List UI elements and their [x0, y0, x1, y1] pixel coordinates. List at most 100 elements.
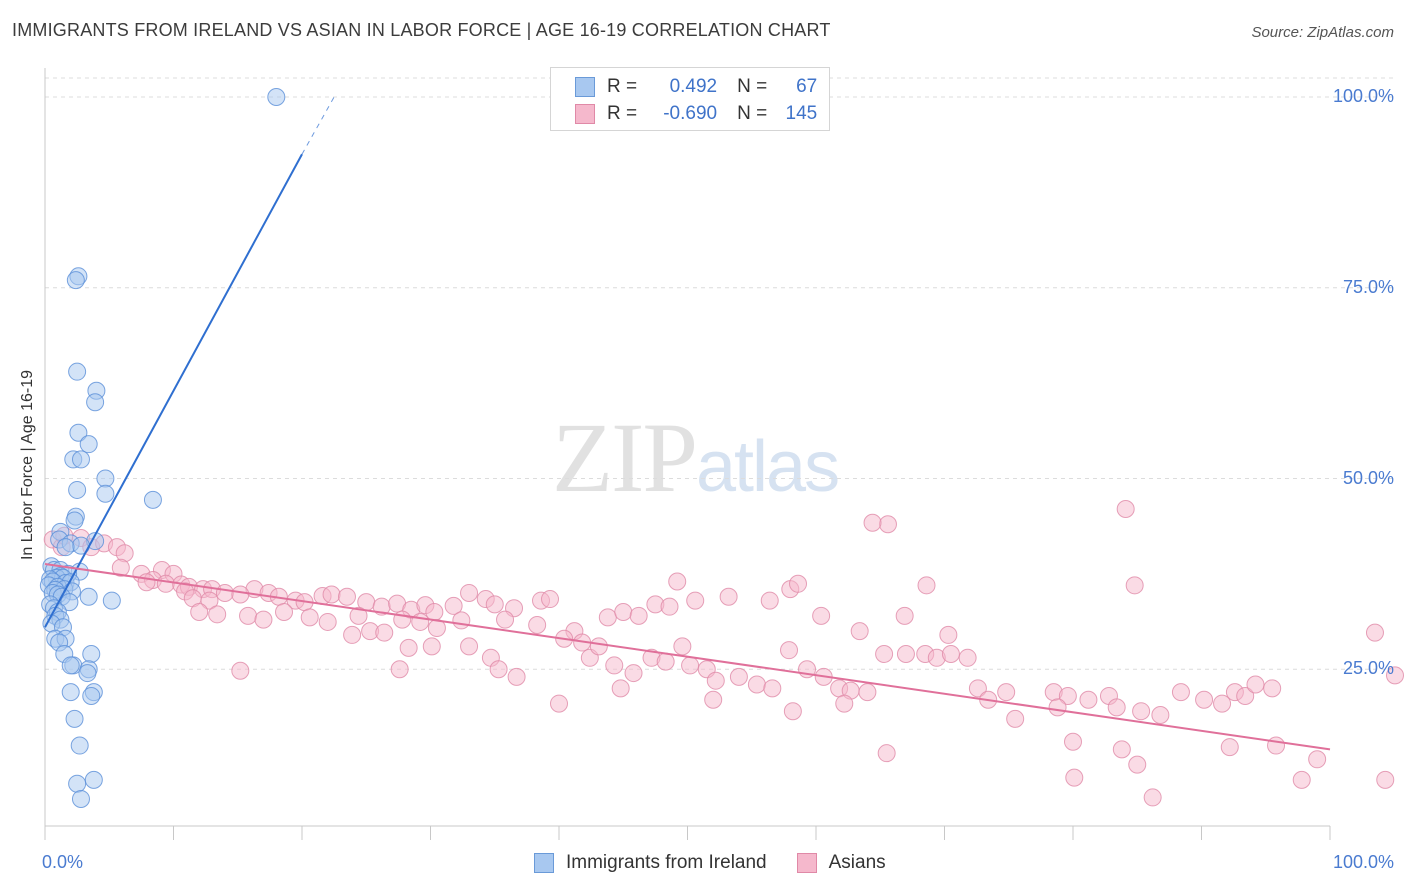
asians-point — [812, 606, 831, 625]
watermark: ZIPatlas — [552, 400, 840, 515]
series-legend: Immigrants from Ireland Asians — [534, 852, 886, 874]
asians-point — [673, 637, 692, 656]
ireland-point — [60, 593, 79, 612]
asians-point — [1065, 768, 1084, 787]
asians-point — [763, 679, 782, 698]
asians-point — [875, 644, 894, 663]
x-tick-label-max: 100.0% — [1332, 852, 1394, 872]
asians-point — [681, 656, 700, 675]
asians-point — [1292, 770, 1311, 789]
asians-point — [541, 590, 560, 609]
y-tick-label: 100.0% — [1332, 86, 1394, 106]
asians-point — [1058, 686, 1077, 705]
asians-point — [1171, 683, 1190, 702]
ireland-point — [69, 423, 88, 442]
asians-point — [1236, 686, 1255, 705]
legend-swatch-ireland — [575, 77, 595, 97]
asians-point — [789, 574, 808, 593]
asians-point — [1213, 694, 1232, 713]
legend-r-value: 0.492 — [669, 76, 718, 97]
asians-point — [895, 606, 914, 625]
asians-point — [460, 583, 479, 602]
legend-swatch-asians — [796, 853, 817, 873]
asians-point — [656, 652, 675, 671]
asians-point — [349, 606, 368, 625]
legend-r-label: R = — [607, 103, 638, 124]
y-axis-label: In Labor Force | Age 16-19 — [19, 369, 36, 561]
asians-point — [190, 603, 209, 622]
legend-n-value: 67 — [796, 76, 818, 97]
asians-point — [939, 625, 958, 644]
ireland-trend-extension — [301, 96, 335, 155]
asians-point — [156, 574, 175, 593]
asians-point — [1143, 788, 1162, 807]
asians-point — [550, 694, 568, 713]
ireland-point — [70, 736, 89, 755]
asians-point — [460, 637, 479, 656]
legend-r-value: -0.690 — [663, 103, 718, 124]
asians-point — [598, 608, 617, 627]
asians-point — [896, 644, 915, 663]
legend-row-asians: R = -0.690 N = 145 — [575, 101, 817, 127]
ireland-point — [68, 362, 87, 381]
asians-point — [1107, 698, 1126, 717]
asians-point — [411, 612, 430, 631]
asians-point — [422, 637, 441, 656]
asians-point — [660, 597, 679, 616]
stats-legend: R = 0.492 N = 67 R = -0.690 N = 145 — [550, 67, 830, 131]
asians-point — [137, 573, 156, 592]
legend-row-ireland: R = 0.492 N = 67 — [575, 74, 817, 100]
asians-point — [783, 702, 802, 721]
ireland-point — [56, 538, 75, 557]
y-tick-label: 50.0% — [1342, 467, 1394, 488]
asians-point — [208, 605, 227, 624]
asians-point — [1048, 698, 1067, 717]
asians-point — [1376, 770, 1395, 789]
asians-point — [858, 683, 877, 702]
ireland-point — [82, 686, 101, 705]
asians-point — [668, 572, 687, 591]
y-tick-label: 25.0% — [1342, 658, 1394, 679]
asians-point — [343, 625, 362, 644]
legend-swatch-asians — [575, 104, 595, 124]
asians-point — [231, 661, 250, 680]
asians-trend-line — [44, 562, 1331, 751]
ireland-point — [143, 490, 162, 509]
legend-n-label: N = — [737, 103, 768, 124]
asians-point — [1006, 709, 1025, 728]
ireland-point — [96, 484, 115, 503]
asians-point — [863, 513, 882, 532]
asians-point — [1263, 679, 1282, 698]
asians-point — [425, 603, 444, 622]
asians-point — [780, 641, 799, 660]
asians-point — [877, 744, 896, 763]
ireland-point — [96, 469, 115, 488]
ireland-point — [71, 450, 90, 469]
asians-point — [452, 611, 471, 630]
asians-point — [719, 587, 738, 606]
asians-point — [496, 610, 515, 629]
asians-point — [1125, 576, 1144, 595]
asians-point — [1064, 732, 1082, 751]
asians-point — [1246, 675, 1265, 694]
asians-point — [528, 615, 547, 634]
legend-label-asians: Asians — [828, 852, 886, 873]
asians-point — [239, 606, 258, 625]
ireland-point — [68, 480, 87, 499]
asians-point — [760, 591, 779, 610]
asians-point — [399, 638, 418, 657]
asians-point — [729, 667, 748, 686]
asians-point — [629, 606, 648, 625]
asians-point — [1116, 500, 1135, 519]
watermark-zip: ZIP — [552, 402, 698, 513]
asians-point — [375, 623, 394, 642]
asians-point — [485, 595, 504, 614]
asians-point — [747, 675, 766, 694]
asians-point — [614, 603, 633, 622]
asians-point — [1151, 706, 1170, 725]
asians-point — [1220, 738, 1239, 757]
grid-lines — [45, 77, 1395, 670]
asians-point — [958, 648, 977, 667]
watermark-atlas: atlas — [696, 427, 840, 507]
asians-point — [1365, 623, 1384, 642]
